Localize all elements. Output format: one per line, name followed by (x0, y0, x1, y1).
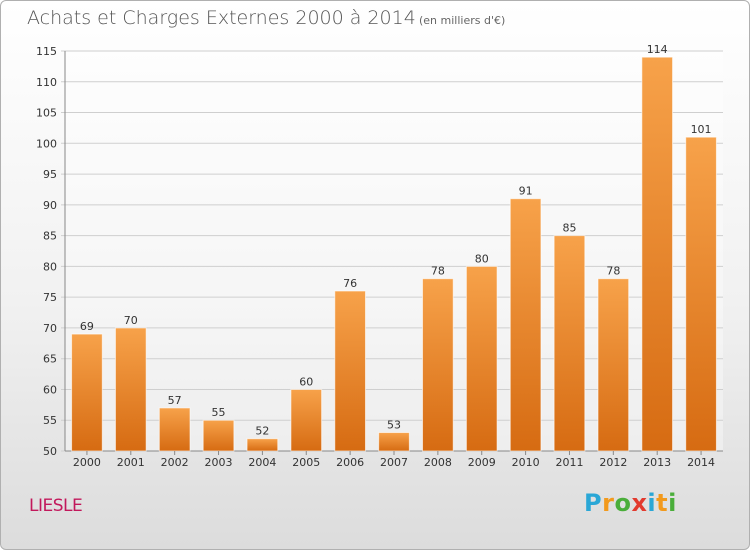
chart-subtitle: (en milliers d'€) (419, 14, 506, 27)
y-tick-label: 110 (36, 76, 57, 89)
bar (553, 235, 586, 452)
brand-letter: i (647, 489, 657, 517)
bar-value-label: 52 (255, 425, 269, 438)
y-tick-label: 95 (43, 168, 57, 181)
brand-letter: t (656, 489, 669, 517)
x-tick-label: 2010 (512, 456, 540, 469)
bar (465, 265, 498, 452)
brand-letter: r (602, 489, 615, 517)
bar-value-label: 101 (691, 123, 712, 136)
bar-value-label: 57 (168, 394, 182, 407)
x-tick-label: 2009 (468, 456, 496, 469)
y-tick-label: 90 (43, 199, 57, 212)
chart-title: Achats et Charges Externes 2000 à 2014 (27, 7, 416, 29)
bar (685, 136, 717, 452)
y-tick-label: 80 (43, 260, 57, 273)
bar (509, 198, 542, 452)
bar (202, 419, 235, 452)
x-tick-label: 2007 (380, 456, 408, 469)
brand-letter: o (614, 489, 632, 517)
y-tick-label: 55 (43, 414, 57, 427)
x-tick-label: 2013 (643, 456, 671, 469)
y-tick-label: 60 (43, 383, 57, 396)
bar (641, 56, 674, 452)
y-tick-label: 85 (43, 230, 57, 243)
bar-value-label: 78 (431, 265, 445, 278)
bar (71, 333, 103, 452)
bar-value-label: 91 (519, 185, 533, 198)
bar (422, 278, 454, 452)
brand-letter: x (631, 489, 648, 517)
bar (114, 327, 147, 452)
bar-value-label: 69 (80, 320, 94, 333)
proxiti-logo: Proxiti (584, 489, 677, 517)
bar-value-label: 55 (212, 406, 226, 419)
y-tick-label: 50 (43, 445, 57, 458)
bar (597, 278, 630, 452)
x-tick-label: 2003 (205, 456, 233, 469)
bar-value-label: 60 (299, 375, 313, 388)
bar (158, 407, 191, 452)
x-tick-label: 2000 (73, 456, 101, 469)
bar (246, 438, 279, 452)
bar-value-label: 80 (475, 252, 489, 265)
bar-value-label: 70 (124, 314, 138, 327)
y-tick-label: 65 (43, 353, 57, 366)
y-tick-label: 105 (36, 107, 57, 120)
y-tick-label: 115 (36, 45, 57, 58)
bar (334, 290, 366, 452)
x-tick-label: 2005 (292, 456, 320, 469)
x-tick-label: 2012 (599, 456, 627, 469)
town-name: LIESLE (29, 496, 83, 516)
bar-value-label: 85 (562, 222, 576, 235)
brand-letter: P (584, 489, 603, 517)
bar-value-label: 78 (606, 265, 620, 278)
x-tick-label: 2004 (248, 456, 276, 469)
bar (290, 388, 323, 452)
bar-value-label: 114 (647, 43, 668, 56)
brand-letter: i (668, 489, 677, 517)
y-tick-label: 100 (36, 137, 57, 150)
y-tick-label: 75 (43, 291, 57, 304)
x-tick-label: 2002 (161, 456, 189, 469)
bar (378, 432, 410, 452)
bar-value-label: 53 (387, 419, 401, 432)
x-tick-label: 2014 (687, 456, 715, 469)
y-tick-label: 70 (43, 322, 57, 335)
x-tick-label: 2001 (117, 456, 145, 469)
x-tick-label: 2006 (336, 456, 364, 469)
x-tick-label: 2011 (555, 456, 583, 469)
bar-value-label: 76 (343, 277, 357, 290)
x-tick-label: 2008 (424, 456, 452, 469)
